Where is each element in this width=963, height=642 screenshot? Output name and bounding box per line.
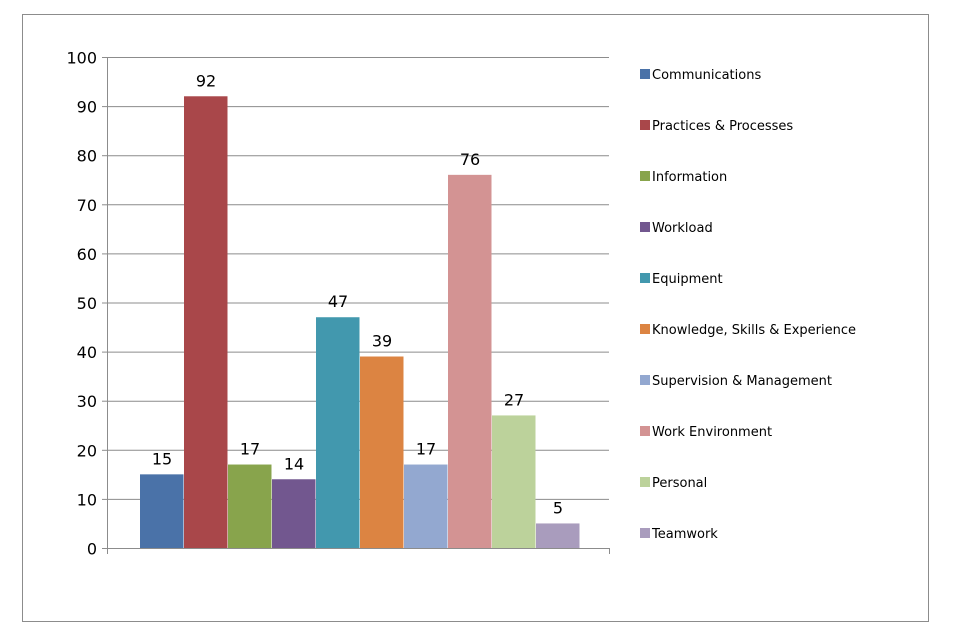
legend-item-equipment: Equipment — [640, 272, 723, 287]
data-label: 47 — [328, 292, 348, 311]
legend-item-knowledge-skills-experience: Knowledge, Skills & Experience — [640, 323, 856, 338]
data-label: 17 — [240, 440, 260, 459]
data-label: 27 — [504, 390, 524, 409]
data-label: 92 — [196, 71, 216, 90]
data-label: 17 — [416, 440, 436, 459]
legend-item-practices-processes: Practices & Processes — [640, 119, 793, 134]
legend-item-teamwork: Teamwork — [640, 527, 718, 542]
bar-practices-processes — [184, 96, 228, 548]
legend-label: Supervision & Management — [652, 374, 832, 389]
legend-swatch — [640, 477, 650, 487]
y-tick-label: 70 — [77, 196, 97, 215]
data-label: 39 — [372, 332, 392, 351]
legend-label: Work Environment — [652, 425, 772, 440]
y-tick-label: 10 — [77, 490, 97, 509]
legend: Communications Practices & Processes Infor… — [640, 68, 856, 542]
legend-label: Workload — [652, 221, 713, 236]
bar-equipment — [316, 317, 360, 548]
legend-swatch — [640, 375, 650, 385]
y-tick-label: 100 — [66, 49, 97, 68]
legend-item-workload: Workload — [640, 221, 713, 236]
bar-supervision-management — [404, 464, 448, 548]
legend-item-supervision-management: Supervision & Management — [640, 374, 832, 389]
bar-personal — [492, 415, 536, 548]
y-tick-label: 60 — [77, 245, 97, 264]
bar-information — [228, 464, 272, 548]
axes — [102, 57, 610, 554]
legend-swatch — [640, 222, 650, 232]
y-tick-label: 0 — [87, 540, 97, 559]
legend-item-communications: Communications — [640, 68, 761, 83]
legend-label: Communications — [652, 68, 761, 83]
legend-swatch — [640, 273, 650, 283]
data-label: 76 — [460, 150, 480, 169]
legend-label: Practices & Processes — [652, 119, 793, 134]
bars — [140, 96, 580, 548]
legend-swatch — [640, 120, 650, 130]
y-axis-tick-labels: 0 10 20 30 40 50 60 70 80 90 100 — [66, 49, 97, 559]
bar-knowledge-skills-experience — [360, 356, 404, 548]
legend-label: Teamwork — [651, 527, 718, 542]
legend-swatch — [640, 528, 650, 538]
legend-item-work-environment: Work Environment — [640, 425, 772, 440]
data-label: 15 — [152, 449, 172, 468]
bar-communications — [140, 474, 184, 548]
legend-swatch — [640, 171, 650, 181]
y-tick-label: 50 — [77, 294, 97, 313]
data-label: 5 — [553, 498, 563, 517]
legend-swatch — [640, 69, 650, 79]
legend-label: Equipment — [652, 272, 723, 287]
bar-work-environment — [448, 174, 492, 548]
legend-swatch — [640, 324, 650, 334]
data-labels: 15 92 17 14 47 39 17 76 27 5 — [152, 71, 563, 517]
bar-teamwork — [536, 523, 580, 548]
y-tick-label: 20 — [77, 441, 97, 460]
legend-item-information: Information — [640, 170, 727, 185]
legend-label: Personal — [652, 476, 707, 491]
bar-workload — [272, 479, 316, 548]
data-label: 14 — [284, 454, 304, 473]
legend-item-personal: Personal — [640, 476, 707, 491]
legend-label: Information — [652, 170, 727, 185]
y-tick-label: 40 — [77, 343, 97, 362]
legend-label: Knowledge, Skills & Experience — [652, 323, 856, 338]
legend-swatch — [640, 426, 650, 436]
y-tick-label: 90 — [77, 98, 97, 117]
y-tick-label: 80 — [77, 147, 97, 166]
y-tick-label: 30 — [77, 392, 97, 411]
